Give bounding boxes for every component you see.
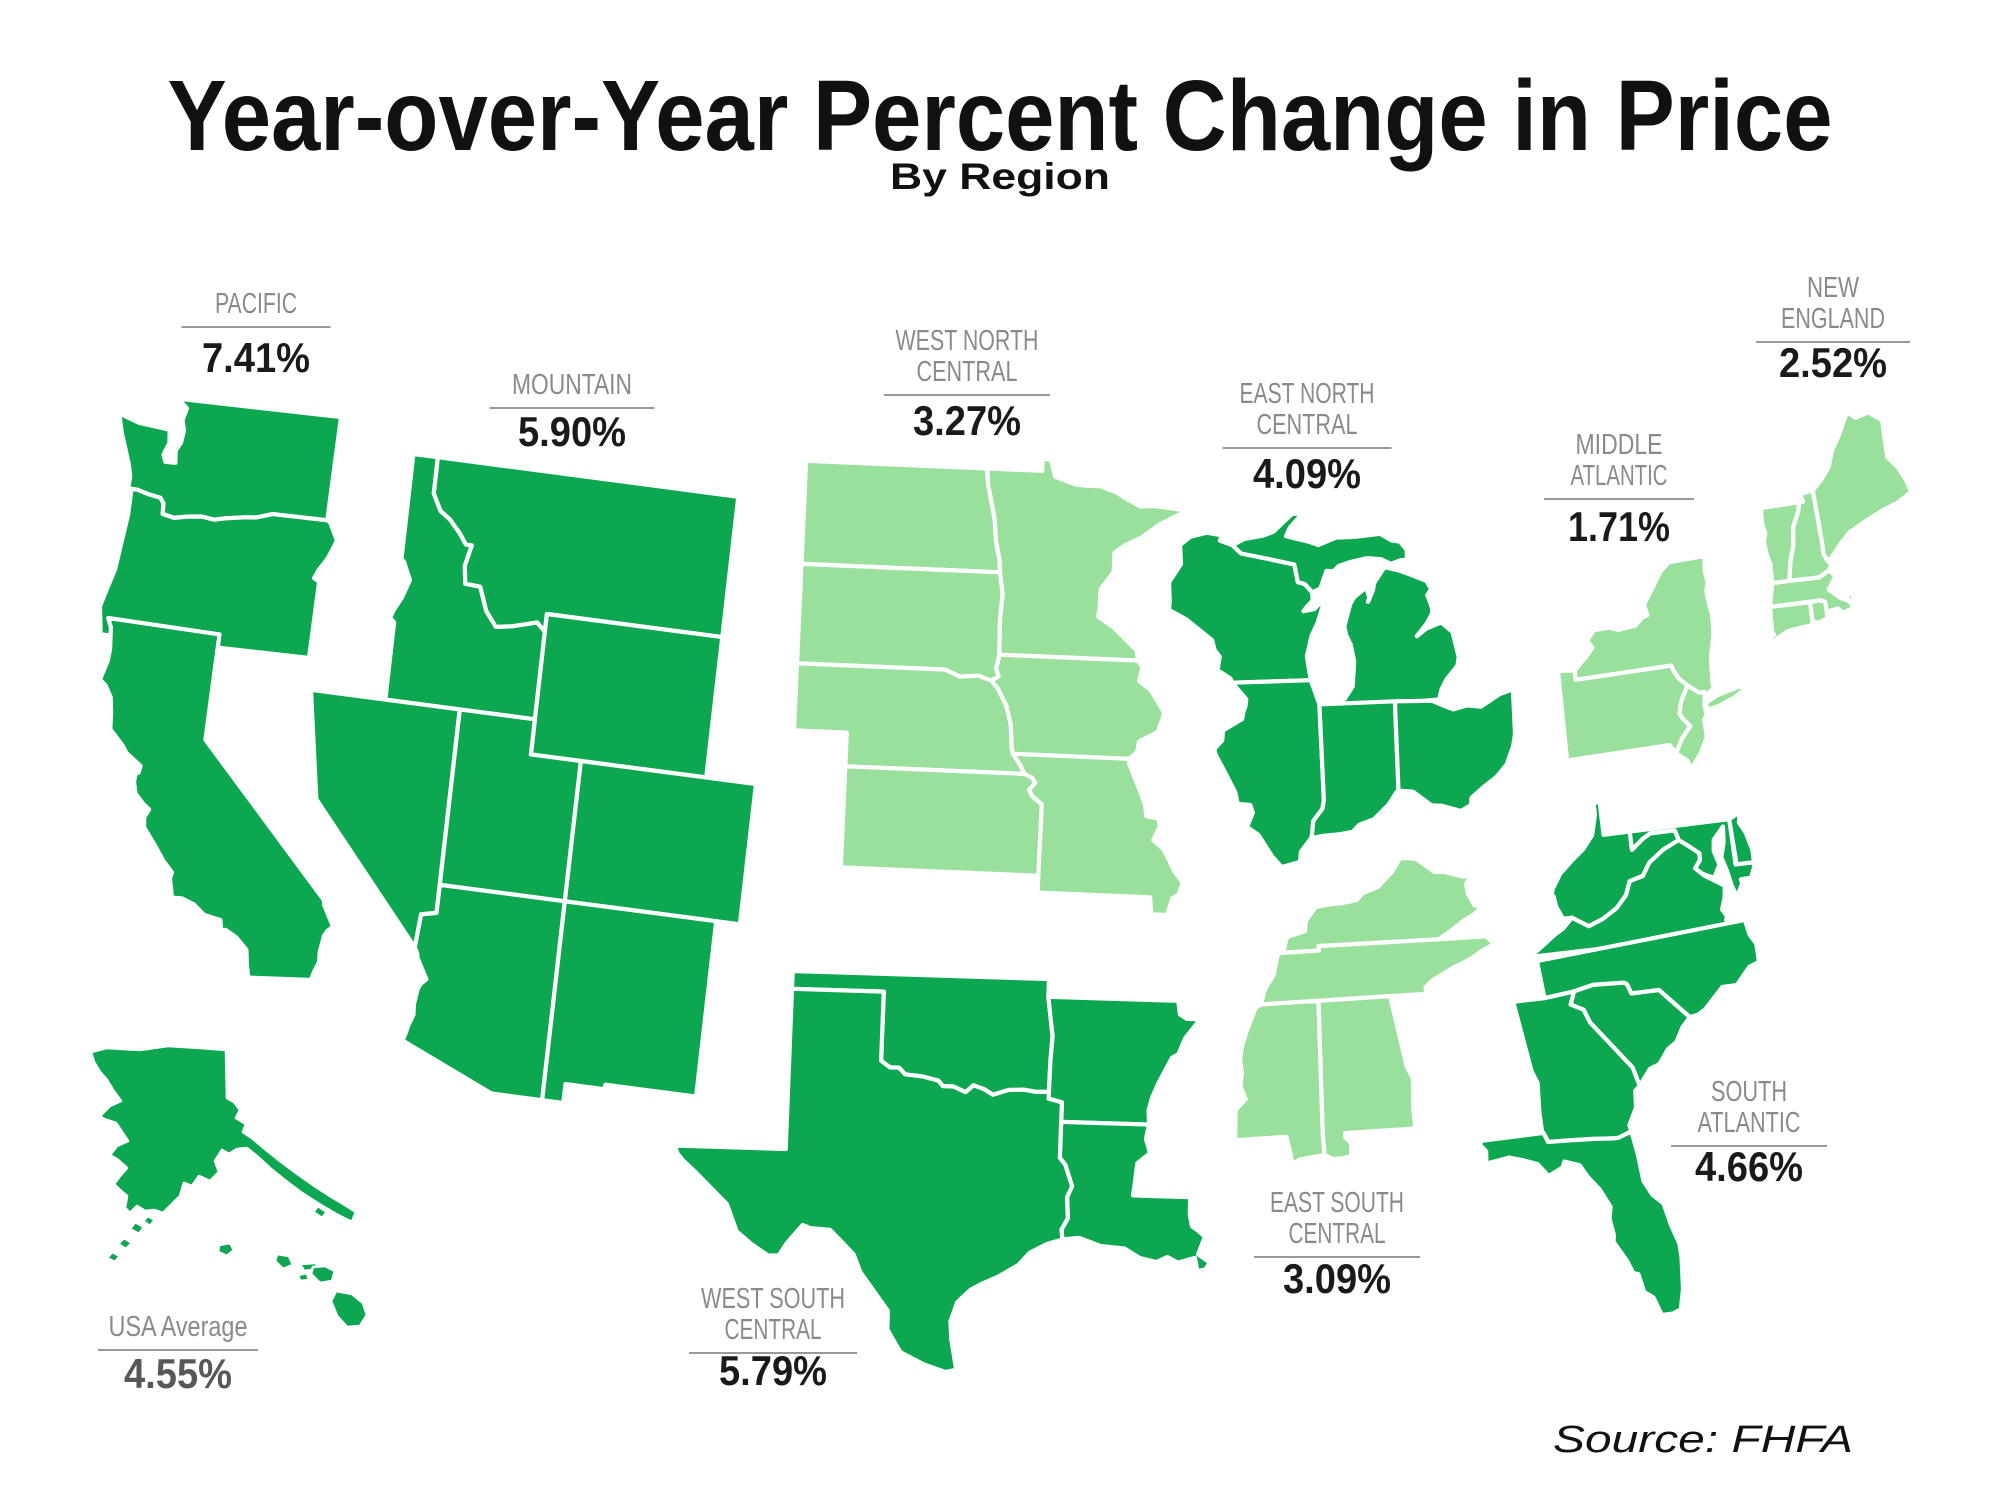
- svg-text:WEST SOUTH: WEST SOUTH: [701, 1283, 845, 1315]
- svg-text:ATLANTIC: ATLANTIC: [1698, 1107, 1801, 1139]
- svg-text:CENTRAL: CENTRAL: [1289, 1218, 1386, 1250]
- svg-text:CENTRAL: CENTRAL: [917, 356, 1018, 388]
- svg-text:CENTRAL: CENTRAL: [725, 1314, 822, 1346]
- svg-text:Year-over-Year Percent Change: Year-over-Year Percent Change in Price: [168, 60, 1833, 172]
- svg-text:USA Average: USA Average: [109, 1311, 248, 1343]
- svg-text:7.41%: 7.41%: [202, 334, 310, 381]
- svg-text:MIDDLE: MIDDLE: [1576, 429, 1663, 461]
- svg-text:3.27%: 3.27%: [913, 397, 1021, 444]
- svg-text:4.55%: 4.55%: [124, 1350, 232, 1397]
- svg-text:ATLANTIC: ATLANTIC: [1571, 460, 1668, 492]
- svg-text:MOUNTAIN: MOUNTAIN: [512, 369, 632, 401]
- svg-text:5.79%: 5.79%: [719, 1347, 827, 1394]
- svg-text:By Region: By Region: [890, 156, 1110, 197]
- svg-text:CENTRAL: CENTRAL: [1257, 409, 1358, 441]
- svg-text:PACIFIC: PACIFIC: [215, 288, 297, 320]
- svg-text:5.90%: 5.90%: [518, 408, 626, 455]
- svg-text:EAST SOUTH: EAST SOUTH: [1270, 1187, 1404, 1219]
- svg-text:NEW: NEW: [1807, 272, 1859, 304]
- svg-text:4.09%: 4.09%: [1253, 450, 1361, 497]
- svg-text:2.52%: 2.52%: [1779, 339, 1887, 386]
- svg-text:4.66%: 4.66%: [1695, 1143, 1803, 1190]
- svg-text:ENGLAND: ENGLAND: [1781, 303, 1885, 335]
- svg-text:WEST NORTH: WEST NORTH: [896, 325, 1039, 357]
- svg-text:Source: FHFA: Source: FHFA: [1553, 1419, 1853, 1461]
- svg-text:SOUTH: SOUTH: [1711, 1076, 1787, 1108]
- svg-text:3.09%: 3.09%: [1283, 1255, 1391, 1302]
- svg-text:EAST NORTH: EAST NORTH: [1240, 378, 1375, 410]
- svg-text:1.71%: 1.71%: [1568, 503, 1670, 550]
